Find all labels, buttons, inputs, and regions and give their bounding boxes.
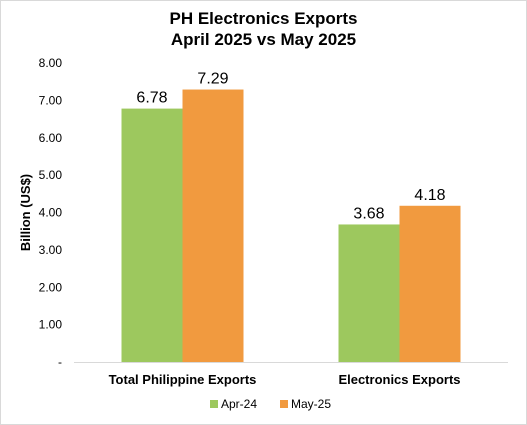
chart-subtitle: April 2025 vs May 2025 xyxy=(170,30,357,49)
y-tick-label: 1.00 xyxy=(39,318,63,332)
chart-title: PH Electronics Exports xyxy=(169,9,358,28)
legend-label-apr-24: Apr-24 xyxy=(221,397,257,411)
bar-may-25 xyxy=(399,205,461,362)
data-label: 6.78 xyxy=(136,90,167,107)
bar-apr-24 xyxy=(121,108,183,362)
y-tick-label: - xyxy=(58,355,62,369)
y-tick-label: 4.00 xyxy=(39,206,63,220)
y-tick-label: 2.00 xyxy=(39,280,63,294)
data-label: 7.29 xyxy=(197,71,228,88)
x-category-label: Electronics Exports xyxy=(338,372,460,387)
y-tick-label: 5.00 xyxy=(39,168,63,182)
y-tick-label: 6.00 xyxy=(39,131,63,145)
legend-swatch-may-25 xyxy=(280,400,288,408)
bar-may-25 xyxy=(182,89,244,362)
data-label: 4.18 xyxy=(414,187,445,204)
y-axis-title: Billion (US$) xyxy=(18,174,33,251)
y-tick-label: 3.00 xyxy=(39,243,63,257)
bar-apr-24 xyxy=(338,224,400,362)
legend-swatch-apr-24 xyxy=(210,400,218,408)
data-label: 3.68 xyxy=(353,205,384,222)
y-tick-label: 8.00 xyxy=(39,56,63,70)
x-category-label: Total Philippine Exports xyxy=(109,372,257,387)
y-tick-label: 7.00 xyxy=(39,93,63,107)
legend-label-may-25: May-25 xyxy=(291,397,331,411)
